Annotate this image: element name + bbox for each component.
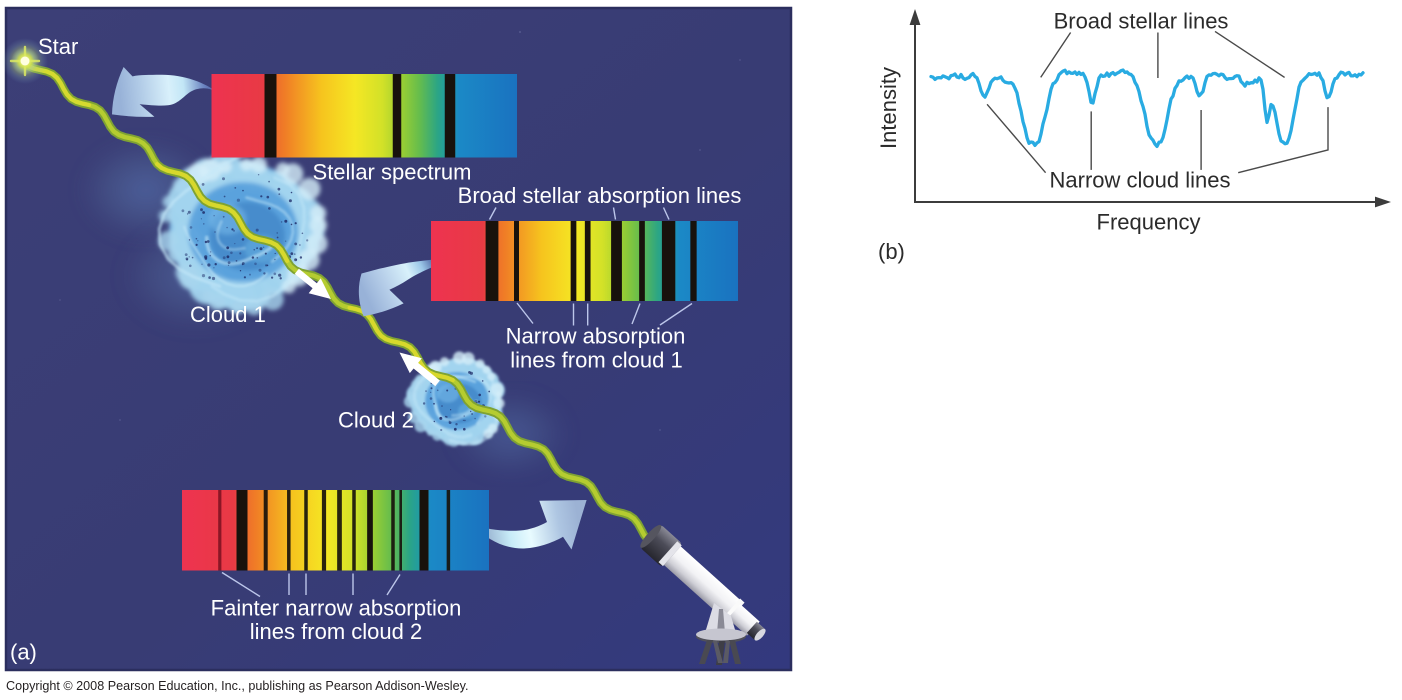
svg-text:lines from cloud 1: lines from cloud 1 — [510, 348, 682, 373]
svg-text:Star: Star — [38, 34, 78, 59]
svg-text:(a): (a) — [10, 640, 37, 665]
svg-text:Frequency: Frequency — [1097, 210, 1201, 235]
svg-text:Cloud 1: Cloud 1 — [190, 302, 266, 327]
svg-text:Narrow absorption: Narrow absorption — [506, 324, 686, 349]
svg-text:Cloud 2: Cloud 2 — [338, 408, 414, 433]
svg-text:Narrow cloud lines: Narrow cloud lines — [1050, 168, 1231, 193]
svg-text:Broad stellar lines: Broad stellar lines — [1054, 9, 1229, 34]
svg-text:Intensity: Intensity — [876, 67, 901, 149]
svg-text:Stellar spectrum: Stellar spectrum — [313, 160, 472, 185]
svg-text:Copyright © 2008 Pearson Educa: Copyright © 2008 Pearson Education, Inc.… — [6, 679, 468, 693]
svg-text:lines from cloud 2: lines from cloud 2 — [250, 619, 422, 644]
svg-text:Broad stellar absorption lines: Broad stellar absorption lines — [458, 183, 742, 208]
svg-text:(b): (b) — [878, 239, 905, 264]
svg-text:Fainter narrow absorption: Fainter narrow absorption — [211, 596, 462, 621]
